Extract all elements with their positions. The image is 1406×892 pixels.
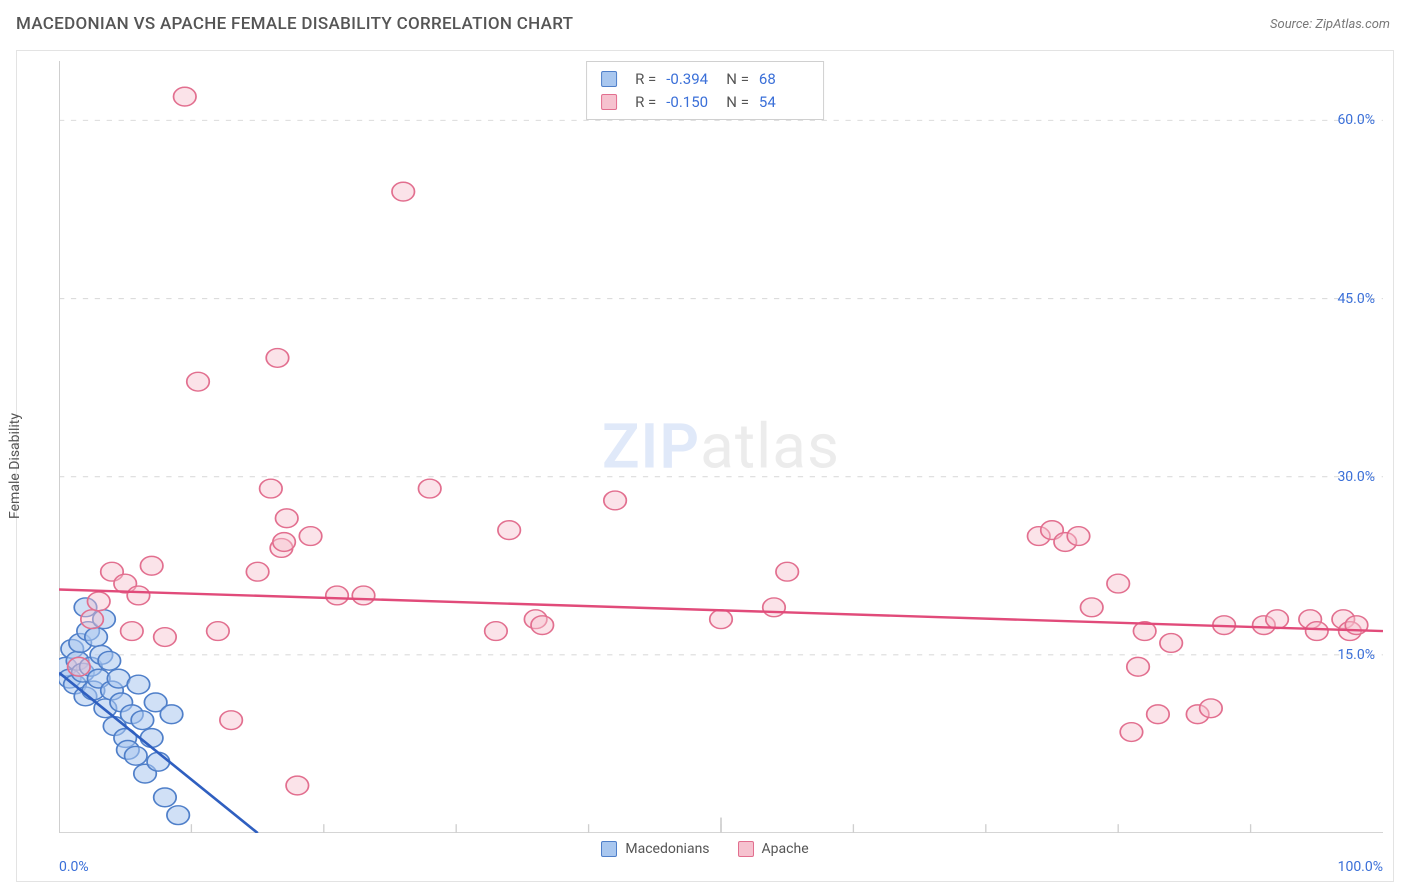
n-label: N = (726, 91, 749, 114)
n-value: 54 (759, 91, 809, 114)
stats-row: R = -0.150 N = 54 (601, 91, 809, 114)
legend-item: Macedonians (601, 841, 709, 857)
stats-row: R = -0.394 N = 68 (601, 68, 809, 91)
y-tick-label: 60.0% (1337, 112, 1375, 128)
r-label: R = (635, 91, 656, 114)
r-value: -0.150 (666, 91, 716, 114)
r-value: -0.394 (666, 68, 716, 91)
x-tick-label: 0.0% (59, 859, 89, 875)
y-tick-label: 45.0% (1337, 291, 1375, 307)
swatch-icon (601, 71, 617, 87)
legend-label: Apache (762, 841, 809, 857)
x-tick-label: 100.0% (1338, 859, 1383, 875)
plot-area: ZIPatlas (59, 61, 1383, 833)
y-axis-label: Female Disability (7, 413, 23, 519)
y-tick-label: 30.0% (1337, 469, 1375, 485)
n-label: N = (726, 68, 749, 91)
n-value: 68 (759, 68, 809, 91)
swatch-icon (601, 94, 617, 110)
swatch-icon (738, 841, 754, 857)
header: MACEDONIAN VS APACHE FEMALE DISABILITY C… (16, 14, 1390, 34)
legend-item: Apache (738, 841, 809, 857)
swatch-icon (601, 841, 617, 857)
y-axis-tick-labels: 15.0% 30.0% 45.0% 60.0% (1315, 61, 1375, 833)
source-attribution: Source: ZipAtlas.com (1270, 17, 1390, 32)
y-tick-label: 15.0% (1337, 647, 1375, 663)
correlation-stats-box: R = -0.394 N = 68 R = -0.150 N = 54 (586, 61, 824, 120)
legend-label: Macedonians (625, 841, 709, 857)
r-label: R = (635, 68, 656, 91)
chart-container: Female Disability ZIPatlas 15.0%30.0%45.… (16, 50, 1394, 882)
chart-title: MACEDONIAN VS APACHE FEMALE DISABILITY C… (16, 14, 573, 34)
legend: Macedonians Apache (17, 841, 1393, 861)
